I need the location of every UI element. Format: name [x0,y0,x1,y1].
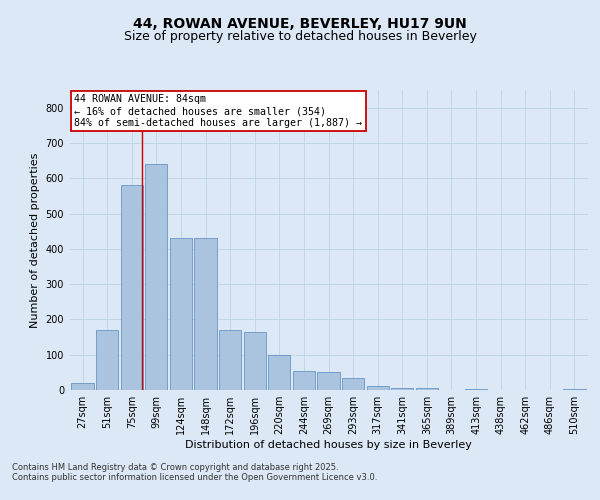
Bar [563,389,586,390]
Bar [367,386,389,390]
Bar [145,164,167,390]
Bar [194,238,217,390]
Text: 44, ROWAN AVENUE, BEVERLEY, HU17 9UN: 44, ROWAN AVENUE, BEVERLEY, HU17 9UN [133,18,467,32]
Bar [268,354,290,390]
Text: 44 ROWAN AVENUE: 84sqm
← 16% of detached houses are smaller (354)
84% of semi-de: 44 ROWAN AVENUE: 84sqm ← 16% of detached… [74,94,362,128]
Bar [342,378,364,390]
Bar [391,388,413,390]
X-axis label: Distribution of detached houses by size in Beverley: Distribution of detached houses by size … [185,440,472,450]
Bar [244,332,266,390]
Text: Contains HM Land Registry data © Crown copyright and database right 2025.: Contains HM Land Registry data © Crown c… [12,462,338,471]
Bar [219,330,241,390]
Bar [121,186,143,390]
Bar [71,383,94,390]
Text: Contains public sector information licensed under the Open Government Licence v3: Contains public sector information licen… [12,472,377,482]
Bar [317,372,340,390]
Bar [170,238,192,390]
Bar [416,388,438,390]
Text: Size of property relative to detached houses in Beverley: Size of property relative to detached ho… [124,30,476,43]
Bar [293,370,315,390]
Bar [96,330,118,390]
Y-axis label: Number of detached properties: Number of detached properties [30,152,40,328]
Bar [465,389,487,390]
